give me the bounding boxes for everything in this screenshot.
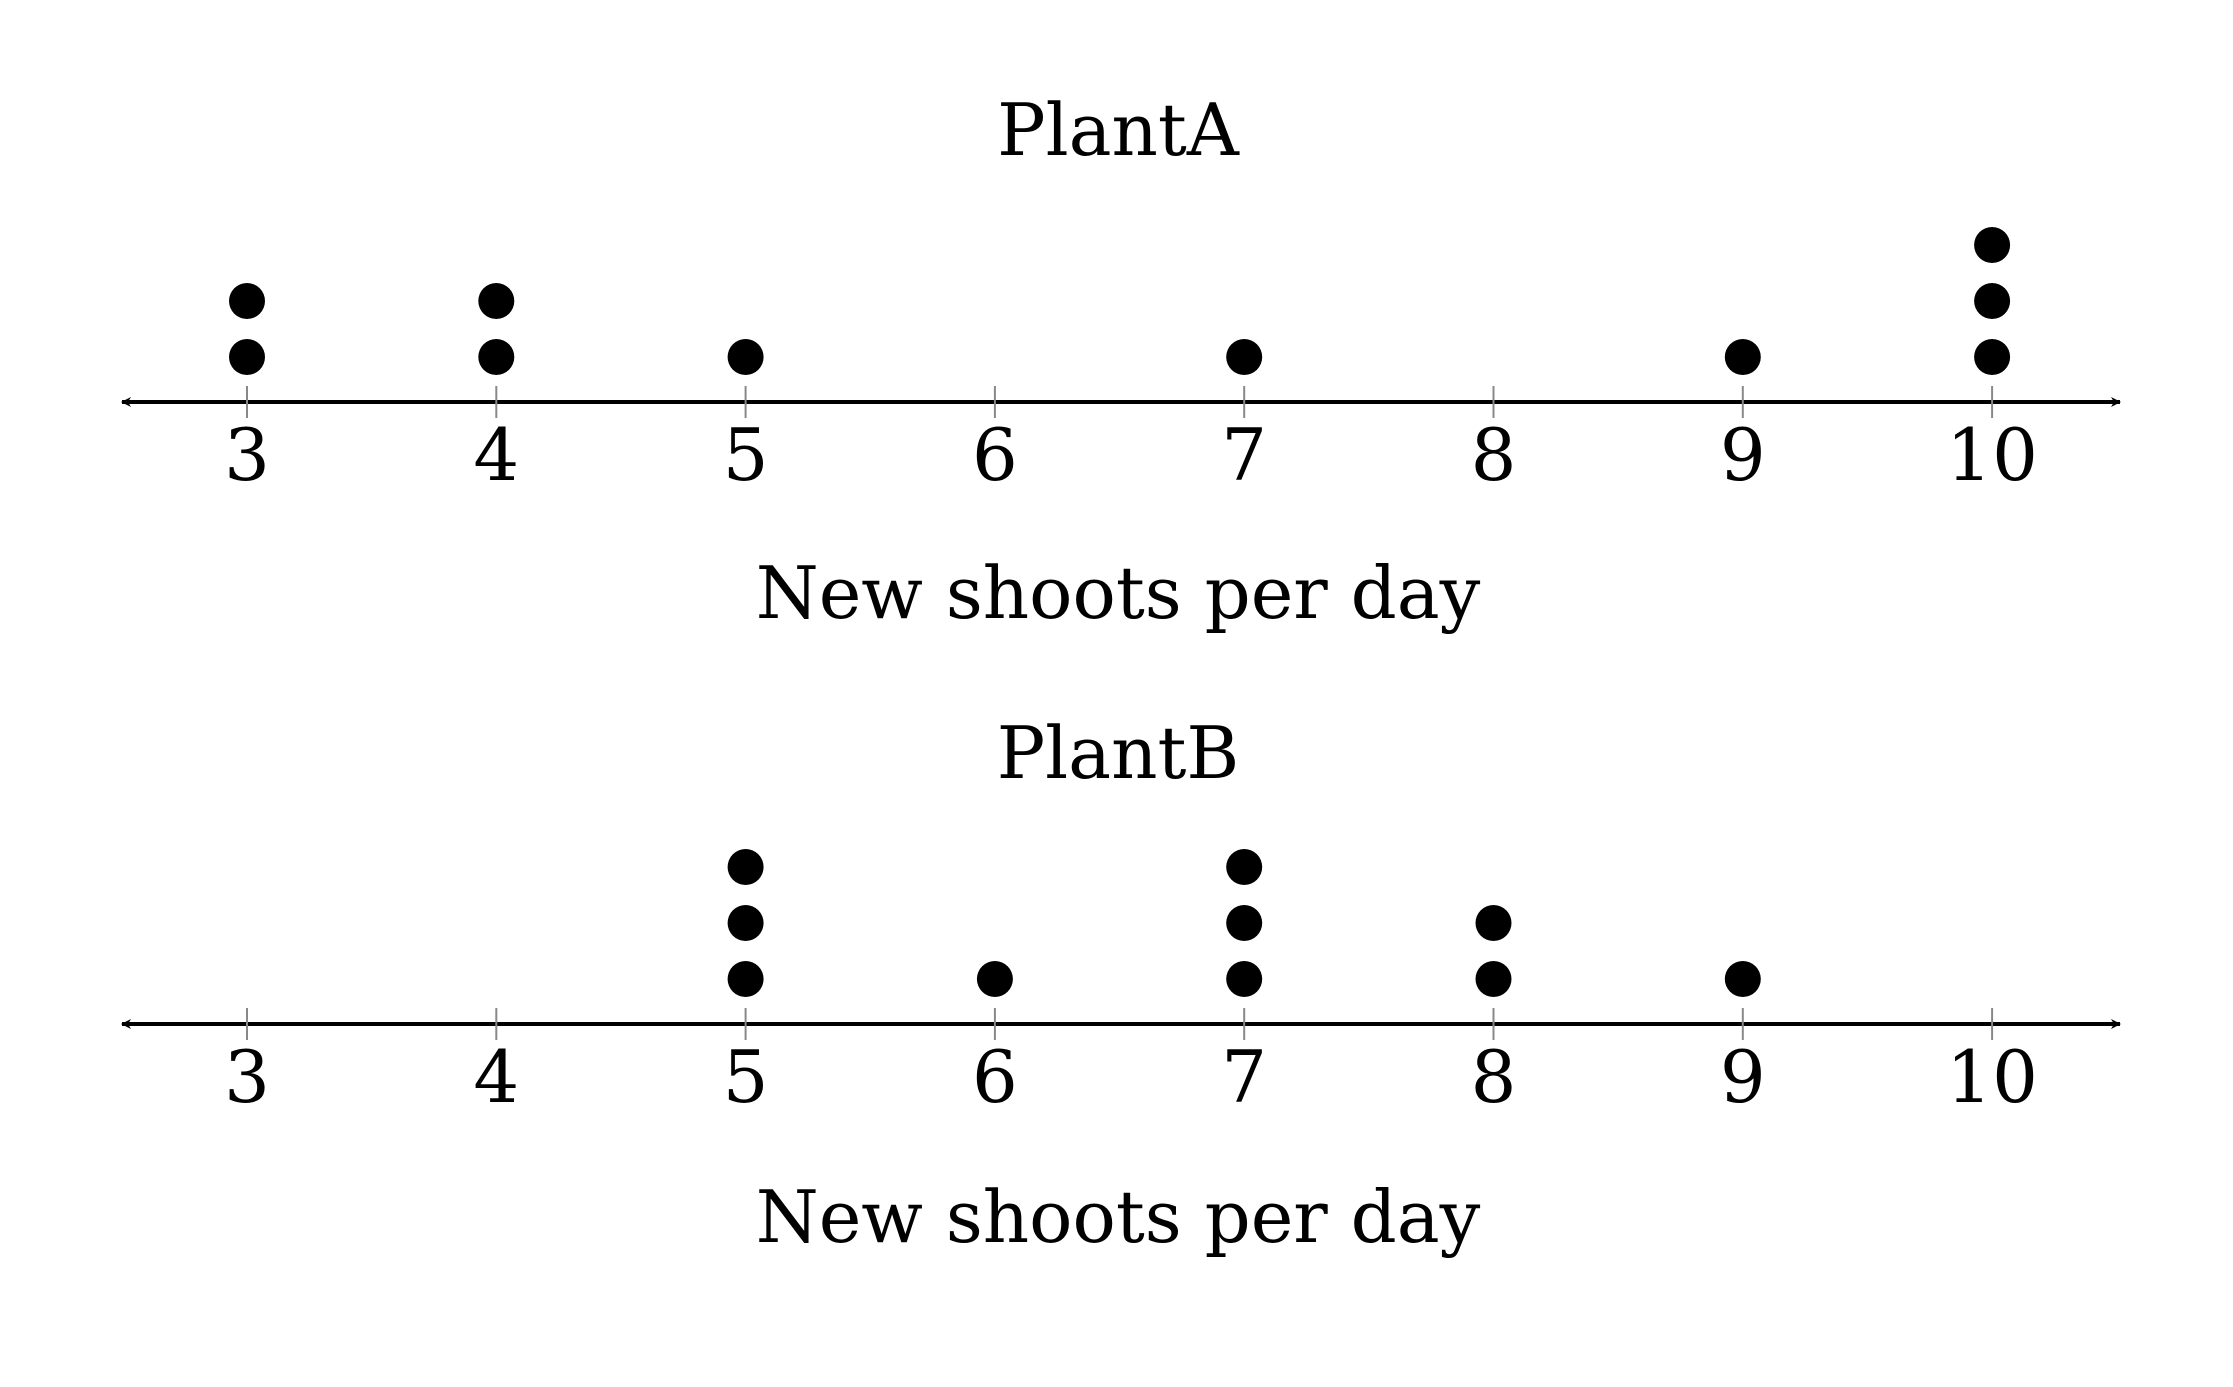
data-dot — [1226, 961, 1263, 997]
tick-label: 9 — [1720, 1035, 1766, 1119]
data-dot — [1226, 905, 1263, 941]
plot-panel-plant-a: PlantA New shoots per day 3 4 5 6 7 8 9 10 — [121, 88, 2121, 635]
x-axis-label: New shoots per day — [756, 1175, 1481, 1259]
tick-label: 3 — [224, 413, 270, 497]
tick-label: 6 — [972, 413, 1018, 497]
data-dot — [1226, 339, 1263, 375]
data-dot — [727, 961, 764, 997]
tick-label: 10 — [1946, 413, 2038, 497]
tick-label: 7 — [1221, 413, 1267, 497]
data-dot — [229, 339, 265, 375]
tick-label: 4 — [473, 1035, 519, 1119]
tick-label: 8 — [1471, 1035, 1517, 1119]
data-dot — [1724, 339, 1761, 375]
data-dot — [1974, 227, 2011, 263]
tick-label: 10 — [1946, 1035, 2038, 1119]
data-dot — [229, 283, 265, 319]
data-dot — [727, 849, 764, 885]
data-dot — [478, 339, 515, 375]
data-dot — [478, 283, 515, 319]
tick-label: 8 — [1471, 413, 1517, 497]
tick-label: 7 — [1221, 1035, 1267, 1119]
data-dot — [727, 905, 764, 941]
tick-label: 6 — [972, 1035, 1018, 1119]
data-dot — [976, 961, 1013, 997]
data-dot — [727, 339, 764, 375]
data-dot — [1475, 961, 1512, 997]
tick-label: 9 — [1720, 413, 1766, 497]
data-dot — [1974, 339, 2011, 375]
chart-title: PlantB — [997, 711, 1240, 795]
data-dot — [1724, 961, 1761, 997]
tick-label: 5 — [723, 1035, 769, 1119]
plot-panel-plant-b: PlantB New shoots per day 3 4 5 6 7 8 9 10 — [121, 711, 2121, 1259]
tick-label: 5 — [723, 413, 769, 497]
chart-title: PlantA — [997, 88, 1240, 172]
data-dot — [1475, 905, 1512, 941]
tick-label: 4 — [473, 413, 519, 497]
data-dot — [1226, 849, 1263, 885]
data-dot — [1974, 283, 2011, 319]
tick-label: 3 — [224, 1035, 270, 1119]
x-axis-label: New shoots per day — [756, 551, 1481, 635]
